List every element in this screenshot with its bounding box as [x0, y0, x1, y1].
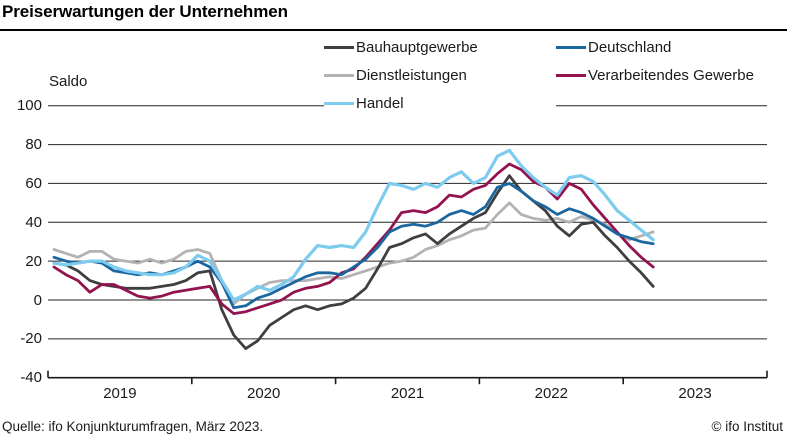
y-axis-tick-label: 100 — [16, 97, 42, 115]
legend-item-handel: Handel — [324, 93, 556, 114]
legend-item-verarbeitendes-gewerbe: Verarbeitendes Gewerbe — [556, 65, 754, 86]
legend-line-swatch — [324, 101, 354, 106]
legend-item-bauhauptgewerbe: Bauhauptgewerbe — [324, 37, 556, 58]
source-note: Quelle: ifo Konjunkturumfragen, März 202… — [2, 419, 264, 434]
legend-line-swatch — [556, 45, 586, 50]
legend-line-swatch — [324, 73, 354, 78]
chart-title: Preiserwartungen der Unternehmen — [2, 2, 288, 21]
series-line-bauhauptgewerbe — [52, 174, 655, 351]
legend-label: Dienstleistungen — [356, 67, 467, 84]
y-axis-tick-label: 40 — [25, 213, 42, 231]
title-divider — [0, 29, 787, 31]
y-axis-tick-label: 20 — [25, 252, 42, 270]
series-line-handel — [52, 148, 655, 302]
y-axis-tick-label: 0 — [33, 291, 42, 309]
legend-line-swatch — [324, 45, 354, 50]
y-axis-tick-label: -20 — [20, 330, 42, 348]
x-axis-year-label: 2020 — [247, 385, 281, 402]
legend-label: Verarbeitendes Gewerbe — [588, 67, 754, 84]
y-axis-unit-label: Saldo — [49, 73, 88, 90]
copyright-note: © ifo Institut — [711, 419, 783, 434]
legend-item-dienstleistungen: Dienstleistungen — [324, 65, 556, 86]
y-axis-tick-label: -40 — [20, 369, 42, 387]
legend-label: Bauhauptgewerbe — [356, 39, 478, 56]
legend-item-deutschland: Deutschland — [556, 37, 754, 58]
legend-line-swatch — [556, 73, 586, 78]
y-axis-tick-label: 80 — [25, 136, 42, 154]
y-axis-tick-label: 60 — [25, 174, 42, 192]
chart-legend: Bauhauptgewerbe Deutschland Dienstleistung… — [324, 37, 754, 114]
legend-label: Handel — [356, 95, 404, 112]
x-axis-year-label: 2023 — [678, 385, 712, 402]
legend-label: Deutschland — [588, 39, 672, 56]
x-axis-year-label: 2019 — [103, 385, 137, 402]
x-axis-year-label: 2022 — [534, 385, 568, 402]
x-axis-year-label: 2021 — [390, 385, 425, 402]
series-line-verarbeitendes-gewerbe — [52, 162, 655, 316]
